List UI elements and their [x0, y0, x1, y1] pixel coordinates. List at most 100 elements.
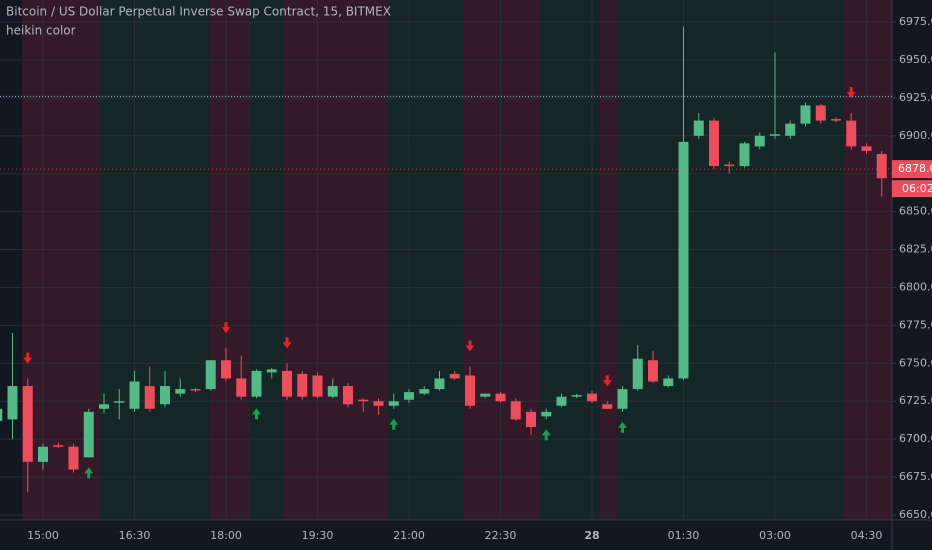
last-price-label: 6878.0	[898, 162, 932, 175]
candle-body	[617, 389, 628, 409]
candle-body	[510, 401, 521, 420]
candle-body	[388, 401, 399, 406]
y-tick-label: 6725.0	[899, 394, 932, 407]
candle-body	[831, 119, 841, 121]
buy-arrow	[541, 429, 551, 441]
sell-arrow	[23, 352, 33, 364]
buy-arrow	[84, 467, 94, 479]
signal-band	[250, 0, 283, 520]
candle-body	[465, 375, 475, 406]
chart-title: Bitcoin / US Dollar Perpetual Inverse Sw…	[6, 5, 391, 19]
candle-body	[602, 404, 613, 409]
candle-body	[815, 105, 826, 121]
buy-arrow	[389, 418, 399, 430]
y-tick-label: 6700.0	[899, 432, 932, 445]
signal-band	[100, 0, 210, 520]
x-tick-label: 28	[584, 529, 599, 542]
candle-body	[556, 396, 567, 406]
candle-body	[175, 389, 186, 394]
x-tick-label: 21:00	[393, 529, 425, 542]
candle-body	[7, 386, 18, 420]
y-tick-label: 6925.0	[899, 91, 932, 104]
candle-body	[754, 135, 765, 147]
candle-body	[739, 143, 750, 167]
candle-body	[632, 358, 643, 390]
candle-body	[709, 120, 719, 167]
signal-band	[617, 0, 843, 520]
candle-body	[693, 120, 704, 136]
candle-body	[587, 393, 597, 402]
signal-band	[283, 0, 388, 520]
candle-body	[83, 411, 94, 458]
candle-body	[434, 378, 445, 390]
candle-body	[236, 378, 247, 397]
sell-arrow	[846, 87, 856, 99]
x-tick-label: 19:30	[302, 529, 334, 542]
y-tick-label: 6650.0	[899, 508, 932, 521]
candle-body	[846, 120, 857, 147]
sell-arrow	[465, 340, 475, 352]
candle-body	[297, 373, 308, 397]
x-tick-label: 01:30	[668, 529, 700, 542]
buy-arrow	[618, 421, 627, 433]
candle-body	[876, 153, 887, 179]
candle-body	[404, 392, 414, 400]
candle-body	[419, 389, 430, 394]
candle-body	[99, 404, 109, 409]
y-tick-label: 6675.0	[899, 470, 932, 483]
candle-body	[114, 401, 125, 403]
candle-body	[800, 105, 811, 124]
candle-body	[282, 370, 292, 397]
y-tick-label: 6750.0	[899, 356, 932, 369]
candle-body	[190, 389, 201, 391]
signal-band	[463, 0, 540, 520]
grid	[0, 0, 892, 520]
candle-body	[251, 370, 262, 397]
candle-body	[221, 360, 231, 379]
countdown-tag	[892, 180, 932, 198]
candle-body	[160, 386, 170, 405]
candle-body	[144, 386, 155, 409]
candle-body	[327, 386, 338, 397]
candle-body	[526, 411, 536, 428]
signal-band	[540, 0, 600, 520]
last-price-tag	[892, 160, 932, 179]
candle-body	[663, 378, 674, 387]
x-tick-label: 16:30	[119, 529, 151, 542]
y-tick-label: 6900.0	[899, 129, 932, 142]
candle-body	[571, 395, 582, 397]
candle-body	[53, 445, 64, 447]
candle-body	[480, 393, 491, 397]
x-tick-label: 04:30	[851, 529, 883, 542]
candle-body	[68, 446, 79, 470]
y-tick-label: 6800.0	[899, 280, 932, 293]
candle-body	[861, 146, 872, 151]
candle-body	[358, 399, 369, 402]
candle-body	[373, 401, 384, 406]
sell-arrow	[221, 322, 231, 334]
candle-body	[312, 375, 323, 397]
candle-body	[770, 134, 780, 136]
candle-body	[678, 141, 689, 379]
candle-body	[22, 386, 33, 462]
y-tick-label: 6975.0	[899, 15, 932, 28]
candle-body	[0, 408, 3, 421]
candle-body	[266, 369, 277, 373]
y-tick-label: 6825.0	[899, 243, 932, 256]
signal-band	[210, 0, 250, 520]
y-tick-label: 6850.0	[899, 205, 932, 218]
candle-body	[785, 123, 796, 136]
candle-body	[724, 164, 735, 167]
signal-bands	[22, 0, 892, 520]
candle-body	[648, 360, 658, 382]
candle-body	[38, 446, 48, 462]
signal-band	[843, 0, 892, 520]
indicator-name: heikin color	[6, 24, 76, 38]
x-tick-label: 22:30	[485, 529, 517, 542]
x-tick-label: 18:00	[210, 529, 242, 542]
candle-body	[449, 373, 460, 379]
candle-body	[343, 386, 353, 405]
candle-body	[129, 381, 140, 409]
y-tick-label: 6950.0	[899, 53, 932, 66]
